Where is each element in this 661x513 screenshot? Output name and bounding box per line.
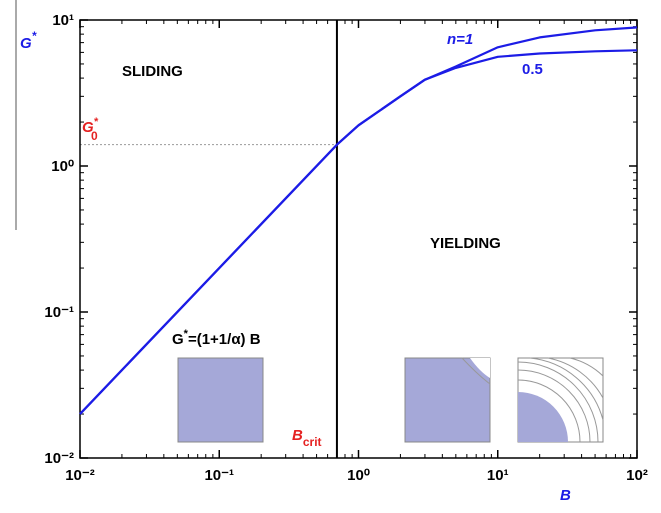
insets [177,357,604,443]
y-tick-label: 10⁰ [51,158,74,175]
g0-text: G [82,119,94,136]
bcrit-label: Bcrit [292,427,322,449]
g0-sub: 0 [91,129,98,143]
series-line [79,26,638,415]
x-axis-label: B [560,487,571,504]
bcrit-text: B [292,427,303,444]
x-tick-label: 10² [626,467,648,484]
x-tick-label: 10¹ [487,467,509,484]
y-tick-label: 10¹ [52,12,74,29]
series-line [79,49,638,415]
x-tick-label: 10⁻¹ [204,467,234,484]
x-tick-label: 10⁻² [65,467,95,484]
g0-label: G* 0 [82,116,99,143]
x-tick-label: 10⁰ [347,467,370,484]
y-tick-label: 10⁻² [44,450,74,467]
y-label-text: G [20,35,32,52]
region-label: SLIDING [122,63,183,80]
legend-label: n=1 [447,31,473,48]
formula: G*=(1+1/α) B [172,328,261,348]
plot-frame [79,19,638,459]
g0-sup: * [94,116,99,128]
y-label-sup: * [32,29,38,43]
formula-text: G [172,331,184,348]
formula-sup: * [184,328,189,340]
formula-rest: =(1+1/α) B [188,331,261,348]
y-axis-label: G* [20,29,38,52]
region-label: YIELDING [430,235,501,252]
legend-label: 0.5 [522,61,543,78]
bcrit-sub: crit [303,435,322,449]
y-tick-label: 10⁻¹ [44,304,74,321]
